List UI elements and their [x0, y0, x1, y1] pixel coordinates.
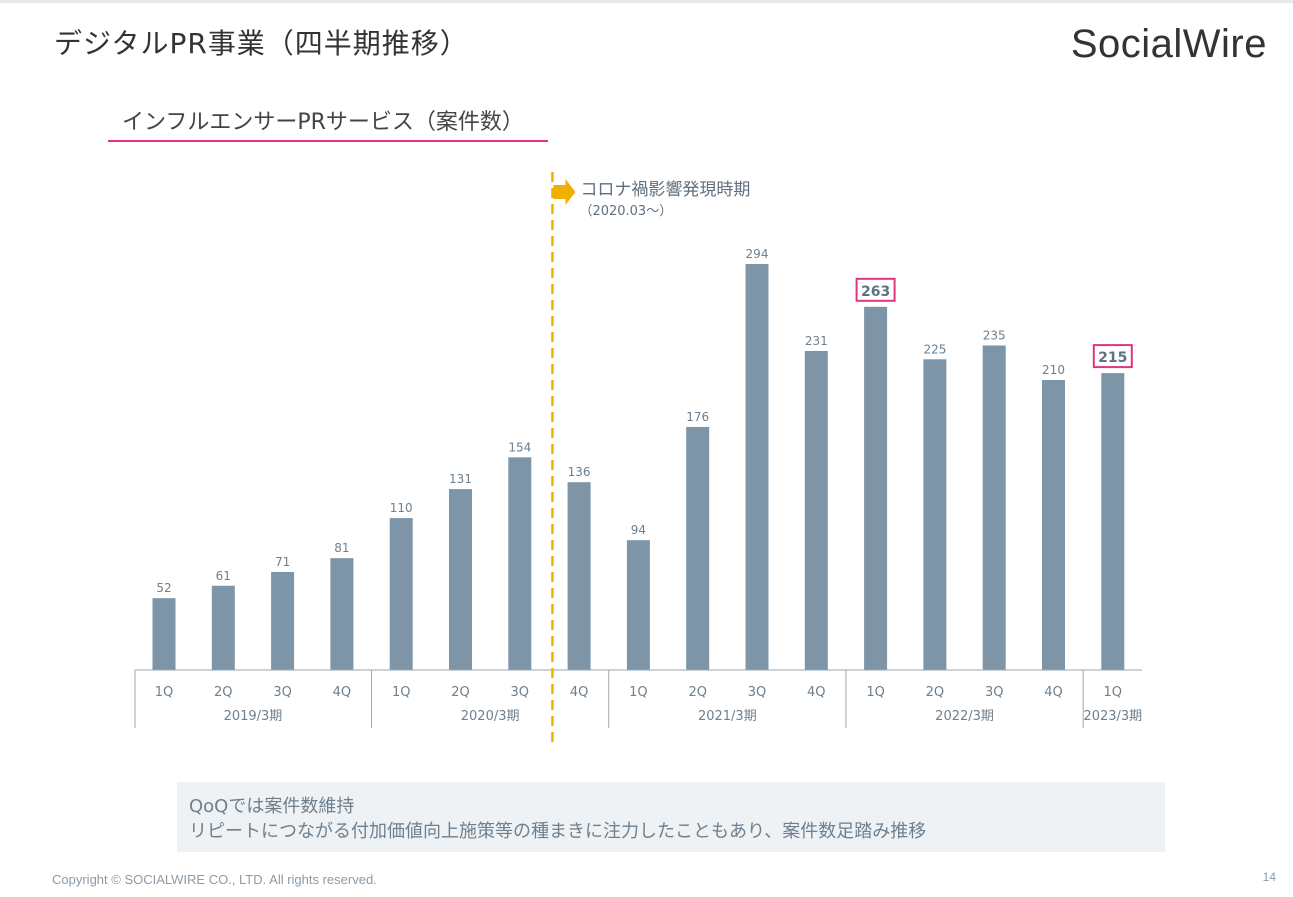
- bar: [567, 482, 591, 670]
- bar-value-label: 154: [508, 440, 531, 454]
- x-tick-label: 2Q: [451, 685, 470, 700]
- x-tick-label: 1Q: [866, 685, 885, 700]
- bar-value-label: 71: [275, 555, 290, 569]
- bar-value-label: 94: [631, 523, 646, 537]
- bar-value-label: 235: [983, 328, 1006, 342]
- bar: [152, 598, 176, 670]
- bar: [804, 351, 828, 670]
- x-group-label: 2022/3期: [935, 709, 994, 724]
- bar-value-label: 176: [686, 410, 709, 424]
- x-group-label: 2021/3期: [698, 709, 757, 724]
- note-line-1: QoQでは案件数維持: [189, 796, 355, 817]
- x-tick-label: 1Q: [629, 685, 648, 700]
- bar-value-label: 210: [1042, 363, 1065, 377]
- bar: [982, 345, 1006, 670]
- highlight-box: [1092, 344, 1133, 369]
- x-tick-label: 1Q: [392, 685, 411, 700]
- annotation-label: コロナ禍影響発現時期: [580, 180, 750, 200]
- x-tick-label: 3Q: [273, 685, 292, 700]
- bar-value-label: 263: [861, 284, 890, 300]
- bar-value-label: 231: [805, 334, 828, 348]
- x-tick-label: 4Q: [333, 685, 352, 700]
- annotation-arrow-icon: [553, 179, 576, 205]
- x-tick-label: 4Q: [807, 685, 826, 700]
- bar: [686, 426, 710, 670]
- x-group-label: 2019/3期: [224, 709, 283, 724]
- x-tick-label: 1Q: [1104, 685, 1123, 700]
- bar-value-label: 136: [568, 465, 591, 479]
- bar: [508, 457, 532, 670]
- bar-value-label: 215: [1098, 350, 1127, 366]
- bar-value-label: 294: [746, 247, 769, 261]
- bar: [923, 359, 947, 670]
- bar: [211, 585, 235, 670]
- x-tick-label: 2Q: [688, 685, 707, 700]
- note-line-2: リピートにつながる付加価値向上施策等の種まきに注力したこともあり、案件数足踏み推…: [189, 821, 927, 842]
- bar: [449, 489, 472, 670]
- bar-value-label: 61: [216, 569, 231, 583]
- x-tick-label: 3Q: [985, 685, 1004, 700]
- x-tick-label: 1Q: [155, 685, 174, 700]
- note-box: QoQでは案件数維持 リピートにつながる付加価値向上施策等の種まきに注力したこと…: [177, 782, 1165, 852]
- x-tick-label: 3Q: [511, 685, 530, 700]
- x-tick-label: 4Q: [1044, 685, 1063, 700]
- page-number: 14: [1262, 870, 1276, 884]
- x-tick-label: 4Q: [570, 685, 589, 700]
- bar: [389, 518, 413, 670]
- top-border: [0, 0, 1293, 3]
- bar-chart: 52 61 71 81 110 131 154 136 94 176 294 231 263 225 235…: [134, 172, 1142, 746]
- subtitle-underline: [108, 140, 548, 142]
- bar: [1042, 380, 1065, 670]
- bar-value-label: 52: [156, 581, 171, 595]
- x-tick-label: 2Q: [214, 685, 233, 700]
- x-tick-label: 2Q: [926, 685, 945, 700]
- page-title: デジタルPR事業（四半期推移）: [54, 27, 469, 60]
- bar: [745, 264, 769, 670]
- bar: [271, 571, 295, 670]
- highlight-box: [855, 277, 896, 302]
- socialwire-logo: SocialWire: [1070, 22, 1267, 66]
- copyright-text: Copyright © SOCIALWIRE CO., LTD. All rig…: [52, 872, 377, 887]
- bar: [330, 558, 354, 670]
- bar-value-label: 225: [923, 342, 946, 356]
- x-group-label: 2023/3期: [1083, 709, 1142, 724]
- bar-value-label: 110: [390, 501, 413, 515]
- x-tick-label: 3Q: [748, 685, 767, 700]
- section-subtitle: インフルエンサーPRサービス（案件数）: [122, 110, 524, 135]
- annotation-sub-label: （2020.03～）: [579, 204, 672, 219]
- bar: [1101, 373, 1125, 670]
- bar: [864, 306, 888, 670]
- bar: [626, 540, 650, 670]
- bar-value-label: 131: [449, 472, 472, 486]
- bar-value-label: 81: [334, 541, 349, 555]
- x-group-label: 2020/3期: [461, 709, 520, 724]
